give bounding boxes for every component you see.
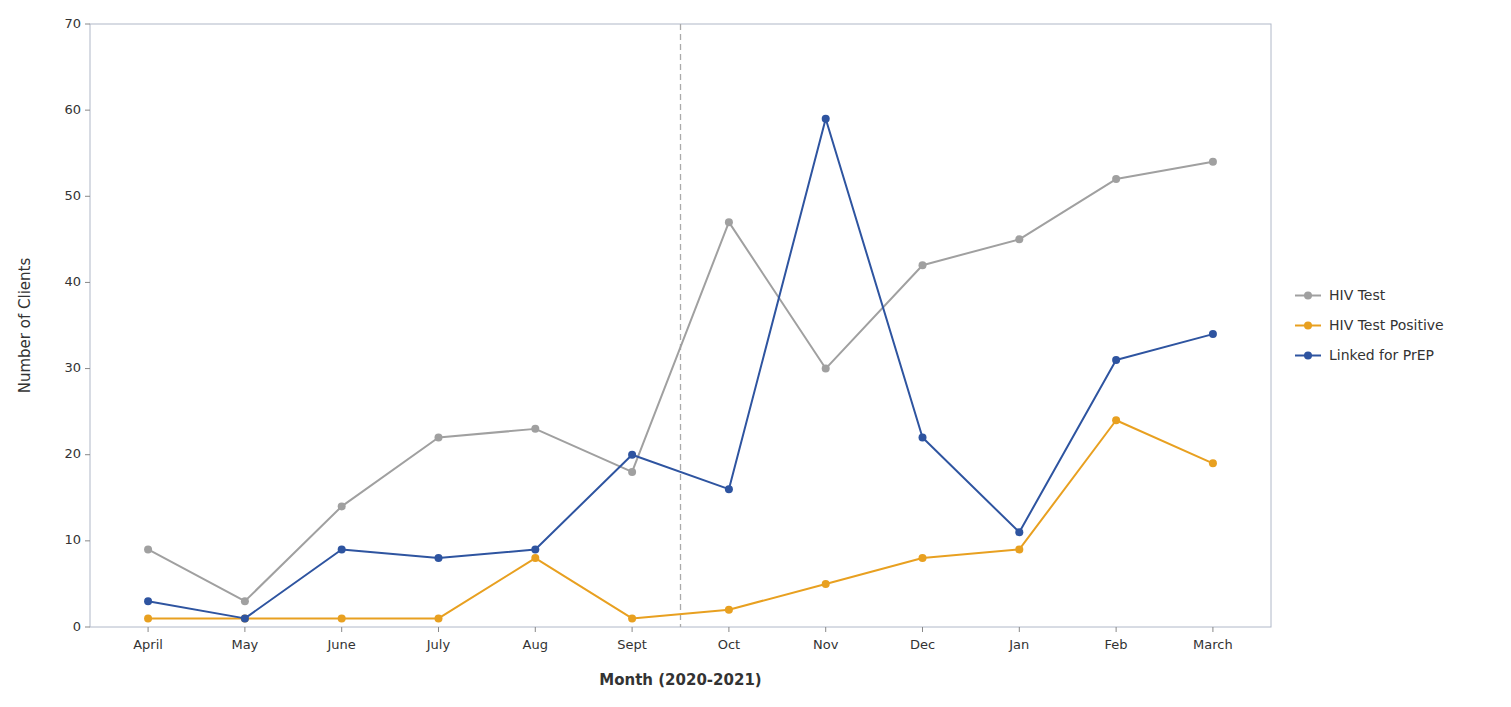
series-marker bbox=[1209, 158, 1217, 166]
y-tick-label: 30 bbox=[64, 360, 81, 375]
x-tick-label: May bbox=[231, 637, 258, 652]
series-marker bbox=[1209, 330, 1217, 338]
legend-label: HIV Test Positive bbox=[1329, 317, 1444, 333]
series-marker bbox=[725, 485, 733, 493]
y-tick bbox=[85, 368, 90, 369]
chart: 0 10 20 30 40 50 60 70 April May June July Aug Sept Oc… bbox=[0, 0, 1511, 707]
series-marker bbox=[144, 545, 152, 553]
x-tick bbox=[1212, 627, 1213, 632]
legend-label: HIV Test bbox=[1329, 287, 1386, 303]
series-marker bbox=[628, 468, 636, 476]
y-tick-label: 10 bbox=[64, 532, 81, 547]
y-tick bbox=[85, 540, 90, 541]
x-tick-label: Feb bbox=[1105, 637, 1128, 652]
y-tick bbox=[85, 196, 90, 197]
x-tick-label: Dec bbox=[910, 637, 935, 652]
series-marker bbox=[725, 218, 733, 226]
series-marker bbox=[434, 554, 442, 562]
series-marker bbox=[822, 115, 830, 123]
series-marker bbox=[531, 554, 539, 562]
x-tick-label: April bbox=[133, 637, 163, 652]
x-axis-label: Month (2020-2021) bbox=[599, 671, 761, 689]
x-tick-label: Sept bbox=[617, 637, 647, 652]
y-tick-label: 0 bbox=[73, 619, 81, 634]
x-tick bbox=[1116, 627, 1117, 632]
series-marker bbox=[725, 606, 733, 614]
x-tick-label: March bbox=[1193, 637, 1233, 652]
legend-swatch-marker bbox=[1304, 322, 1312, 330]
series-marker bbox=[1209, 459, 1217, 467]
y-tick-label: 20 bbox=[64, 446, 81, 461]
y-tick bbox=[85, 454, 90, 455]
x-tick bbox=[535, 627, 536, 632]
series-marker bbox=[919, 261, 927, 269]
x-tick-label: Jan bbox=[1008, 637, 1029, 652]
x-tick-label: Aug bbox=[523, 637, 548, 652]
x-tick bbox=[341, 627, 342, 632]
y-tick-label: 50 bbox=[64, 188, 81, 203]
series-marker bbox=[338, 545, 346, 553]
series-marker bbox=[338, 614, 346, 622]
series-marker bbox=[531, 545, 539, 553]
series-marker bbox=[144, 614, 152, 622]
x-tick bbox=[728, 627, 729, 632]
y-tick-label: 40 bbox=[64, 274, 81, 289]
series-marker bbox=[1112, 416, 1120, 424]
legend-swatch-marker bbox=[1304, 292, 1312, 300]
x-tick bbox=[922, 627, 923, 632]
series-marker bbox=[1112, 175, 1120, 183]
y-tick bbox=[85, 282, 90, 283]
y-tick bbox=[85, 24, 90, 25]
plot-frame bbox=[90, 24, 1271, 627]
series-marker bbox=[338, 502, 346, 510]
series-line bbox=[148, 119, 1213, 619]
legend: HIV Test HIV Test Positive Linked for PrEP bbox=[1295, 287, 1444, 363]
series-line bbox=[148, 420, 1213, 618]
series-line bbox=[148, 162, 1213, 601]
series-marker bbox=[434, 433, 442, 441]
x-tick-label: July bbox=[426, 637, 451, 652]
series-marker bbox=[628, 451, 636, 459]
y-tick-label: 60 bbox=[64, 102, 81, 117]
x-tick bbox=[1019, 627, 1020, 632]
series-marker bbox=[919, 433, 927, 441]
series-marker bbox=[1112, 356, 1120, 364]
x-tick bbox=[438, 627, 439, 632]
x-tick bbox=[244, 627, 245, 632]
series-marker bbox=[144, 597, 152, 605]
legend-swatch-marker bbox=[1304, 352, 1312, 360]
x-tick-label: Nov bbox=[813, 637, 839, 652]
series-marker bbox=[1015, 528, 1023, 536]
x-tick bbox=[632, 627, 633, 632]
series-marker bbox=[531, 425, 539, 433]
series-marker bbox=[241, 597, 249, 605]
legend-label: Linked for PrEP bbox=[1329, 347, 1434, 363]
series-marker bbox=[1015, 235, 1023, 243]
y-tick-label: 70 bbox=[64, 16, 81, 31]
x-tick bbox=[825, 627, 826, 632]
x-tick-label: Oct bbox=[718, 637, 740, 652]
series-marker bbox=[241, 614, 249, 622]
y-tick bbox=[85, 110, 90, 111]
reference-line bbox=[680, 24, 681, 627]
plot-area bbox=[144, 24, 1217, 627]
y-axis-label: Number of Clients bbox=[16, 258, 34, 394]
series-marker bbox=[628, 614, 636, 622]
x-tick-label: June bbox=[327, 637, 356, 652]
y-tick bbox=[85, 627, 90, 628]
x-tick bbox=[148, 627, 149, 632]
series-marker bbox=[241, 614, 249, 622]
series-marker bbox=[434, 614, 442, 622]
series-marker bbox=[822, 580, 830, 588]
series-marker bbox=[919, 554, 927, 562]
series-marker bbox=[822, 365, 830, 373]
series-marker bbox=[1015, 545, 1023, 553]
